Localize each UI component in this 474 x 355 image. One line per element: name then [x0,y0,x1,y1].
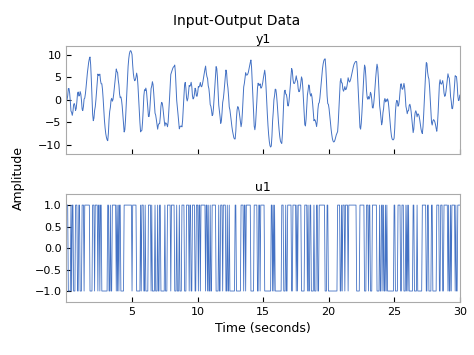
X-axis label: Time (seconds): Time (seconds) [215,322,311,335]
Text: Amplitude: Amplitude [12,146,25,209]
Title: u1: u1 [255,181,271,194]
Title: y1: y1 [255,33,271,46]
Text: Input-Output Data: Input-Output Data [173,14,301,28]
